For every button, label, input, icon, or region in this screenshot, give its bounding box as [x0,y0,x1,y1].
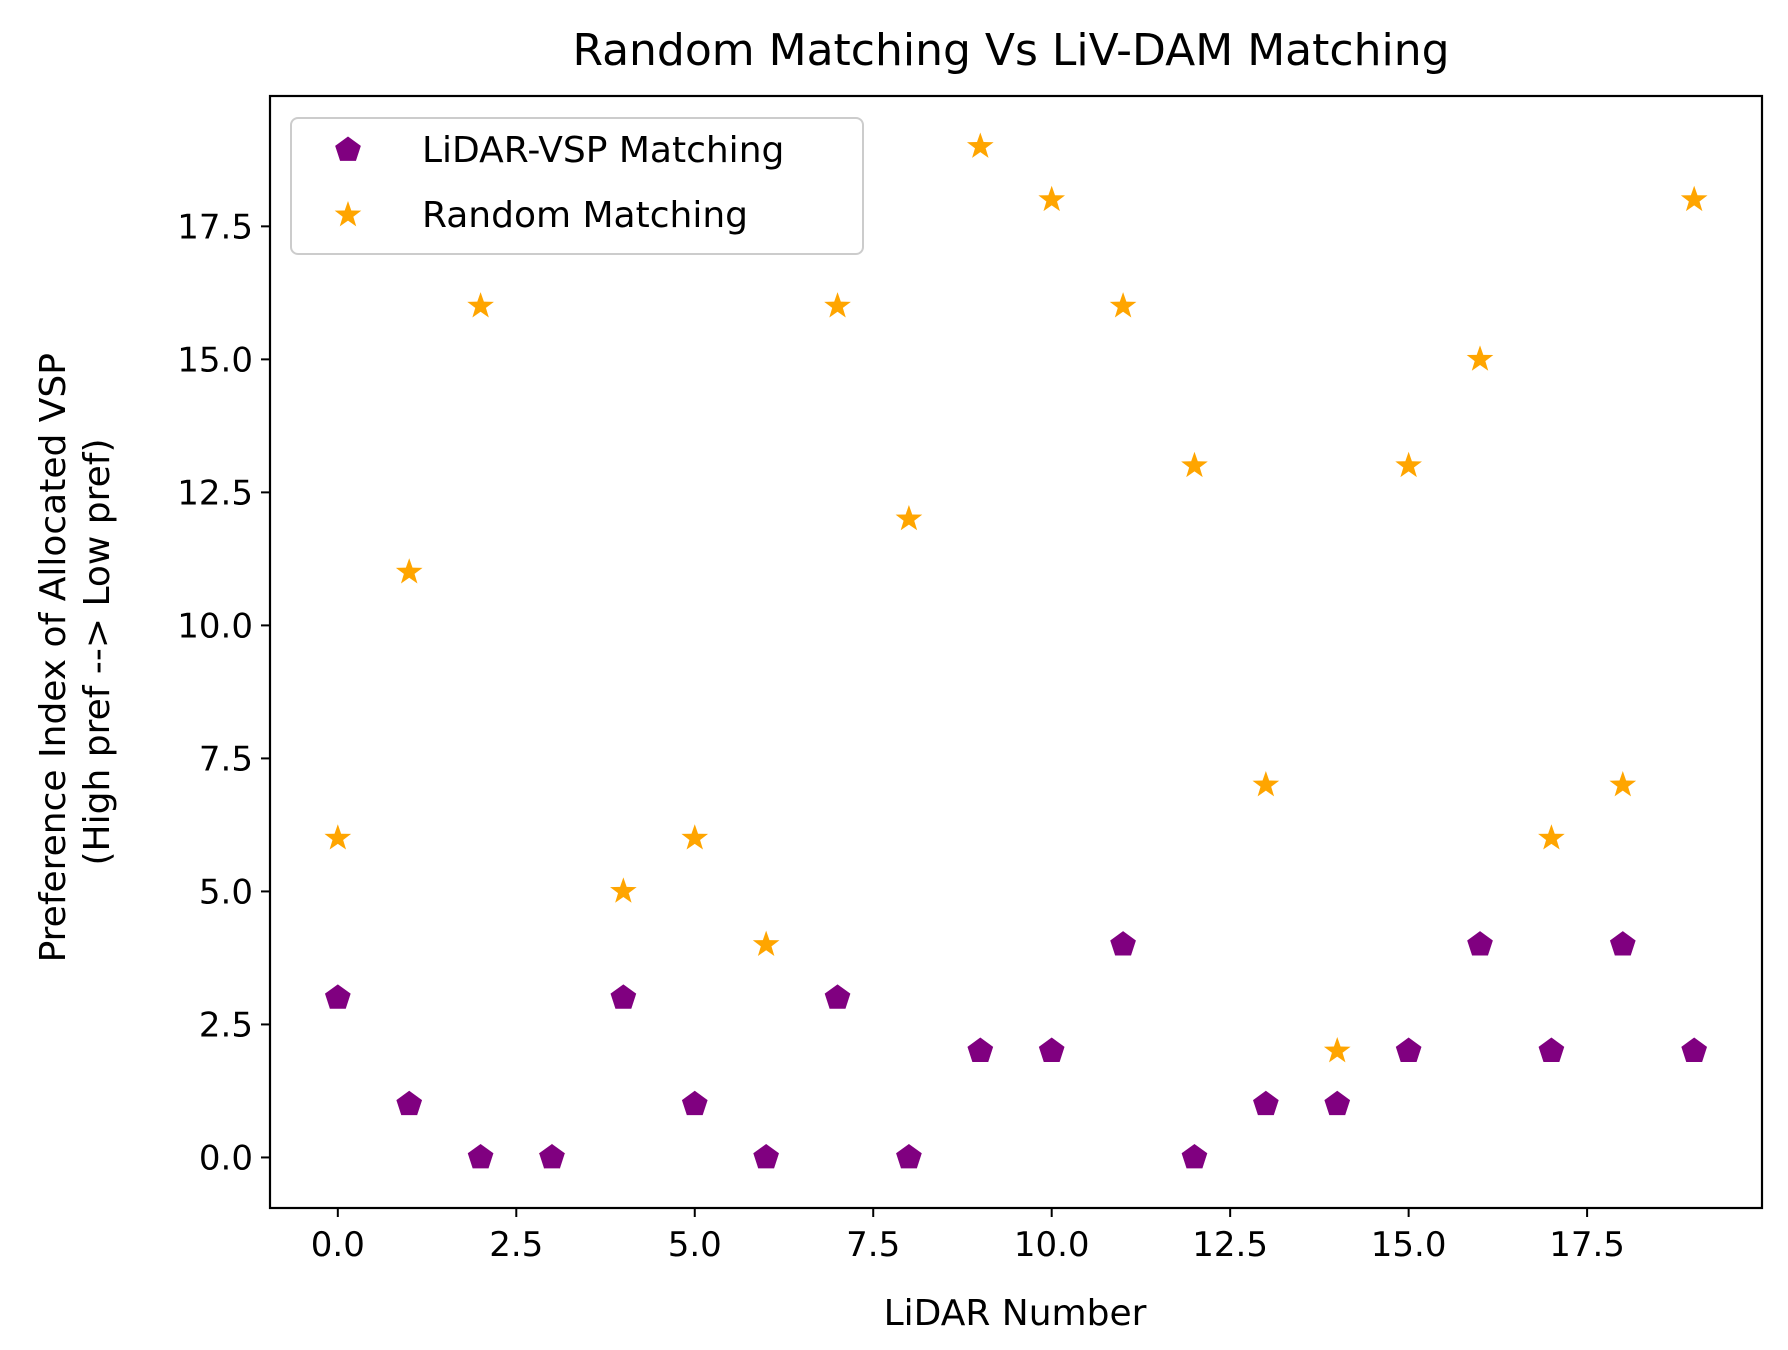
random-matching-point [610,877,637,903]
y-tick-label: 2.5 [199,1005,253,1045]
legend-label-random-matching: Random Matching [422,195,748,236]
random-matching-point [966,132,994,158]
random-matching-point [895,504,923,531]
lidar-vsp-matching-point [1110,931,1136,956]
y-axis: 0.0 2.5 5.0 7.5 10.0 12.5 15.0 17.5 [177,207,270,1178]
x-tick-label: 0.0 [311,1225,365,1265]
lidar-vsp-matching-point [1324,1090,1351,1116]
y-axis-label-line-2: (High pref --> Low pref) [77,438,118,865]
random-matching-point [752,930,780,956]
x-tick-label: 15.0 [1371,1225,1447,1265]
lidar-vsp-matching-point [753,1143,779,1169]
lidar-vsp-matching-point [539,1143,565,1169]
lidar-vsp-matching-point [681,1090,708,1116]
random-matching-point [1395,451,1422,478]
x-axis: 0.0 2.5 5.0 7.5 10.0 12.5 15.0 17.5 [311,1208,1625,1265]
series-lidar-vsp-matching [324,931,1708,1169]
chart-title: Random Matching Vs LiV-DAM Matching [572,25,1449,76]
random-matching-point [467,292,494,318]
legend-star-icon [334,201,362,227]
lidar-vsp-matching-point [1253,1090,1279,1116]
lidar-vsp-matching-point [467,1143,494,1169]
lidar-vsp-matching-point [1538,1037,1565,1062]
random-matching-point [1680,185,1708,212]
x-tick-label: 10.0 [1014,1225,1090,1265]
legend-marker-pentagon [335,136,361,161]
random-matching-point [1609,771,1637,797]
lidar-vsp-matching-point [824,984,851,1009]
y-axis-label-line-1: Preference Index of Allocated VSP [33,353,74,962]
random-matching-point [1323,1037,1351,1063]
random-matching-point [824,292,851,318]
random-matching-point [395,558,423,584]
lidar-vsp-matching-point [1609,931,1636,956]
legend-label-lidar-vsp-matching: LiDAR-VSP Matching [422,130,784,171]
lidar-vsp-matching-point [1395,1037,1422,1062]
y-tick-label: 5.0 [199,872,253,912]
lidar-vsp-matching-point [896,1143,922,1169]
x-tick-label: 5.0 [668,1225,722,1265]
plot-area [268,94,1764,1210]
legend-marker-star [334,201,362,227]
y-tick-label: 17.5 [177,207,253,247]
random-matching-point [1181,451,1208,478]
lidar-vsp-matching-point [1467,931,1493,956]
y-tick-label: 12.5 [177,473,253,513]
legend-pentagon-icon [335,136,361,161]
x-tick-label: 12.5 [1192,1225,1268,1265]
lidar-vsp-matching-point [396,1090,423,1116]
lidar-vsp-matching-point [324,984,351,1009]
y-tick-label: 7.5 [199,739,253,779]
lidar-vsp-matching-point [967,1037,994,1062]
series-random-matching [324,132,1708,1169]
lidar-vsp-matching-point [1181,1143,1208,1169]
y-axis-label: Preference Index of Allocated VSP (High … [33,342,118,963]
legend: LiDAR-VSP Matching Random Matching [290,117,864,255]
lidar-vsp-matching-point [610,984,637,1009]
lidar-vsp-matching-point [1038,1037,1065,1062]
x-tick-label: 2.5 [489,1225,543,1265]
random-matching-point [681,824,709,850]
random-matching-point [1109,292,1137,318]
legend-box [290,117,864,255]
x-tick-label: 17.5 [1549,1225,1625,1265]
x-tick-label: 7.5 [846,1225,900,1265]
random-matching-point [1252,771,1280,797]
random-matching-point [1038,185,1066,212]
y-tick-label: 0.0 [199,1138,253,1178]
lidar-vsp-matching-point [1681,1037,1708,1062]
random-matching-point [1538,824,1565,850]
y-tick-label: 15.0 [177,340,253,380]
random-matching-point [324,824,352,850]
random-matching-point [1466,345,1494,371]
x-axis-label: LiDAR Number [884,1293,1147,1334]
y-tick-label: 10.0 [177,606,253,646]
